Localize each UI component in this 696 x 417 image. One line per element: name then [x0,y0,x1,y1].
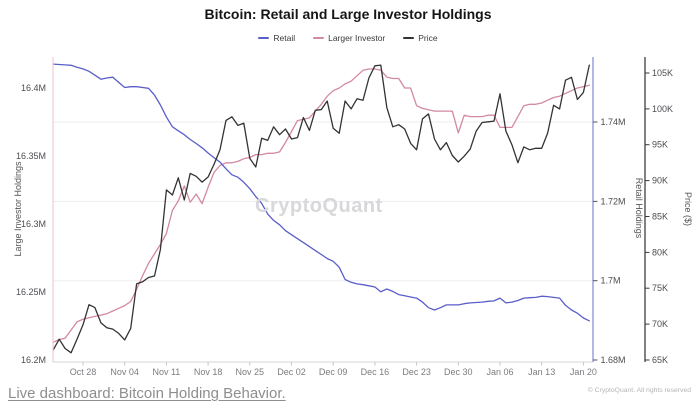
x-axis-tick-label: Dec 16 [361,367,390,377]
watermark: CryptoQuant [255,195,383,217]
x-axis-tick-label: Jan 06 [486,367,513,377]
retail-line [52,63,590,322]
x-axis-tick-label: Dec 30 [444,367,473,377]
legend: Retail Larger Investor Price [0,33,696,43]
legend-label-larger-investor: Larger Investor [328,33,386,43]
left-axis-tick-label: 16.3M [21,219,46,229]
retail-axis-tick-label: 1.68M [601,355,626,365]
price-axis-tick-label: 100K [652,104,673,114]
axis-layer: 16.2M 16.25M 16.3M 16.35M 16.4M 1.68M 1.7M 1.72… [16,57,673,377]
legend-item-price[interactable]: Price [403,33,438,43]
legend-swatch-retail [258,37,270,39]
left-axis-tick-label: 16.25M [16,287,46,297]
x-axis-tick-label: Jan 20 [570,367,597,377]
left-axis-title: Large Investor Holdings [13,161,23,257]
larger-investor-line [52,68,590,343]
legend-swatch-price [403,37,415,39]
price-axis-tick-label: 85K [652,212,668,222]
chart-title: Bitcoin: Retail and Large Investor Holdi… [204,6,492,22]
grid-layer [53,121,593,282]
copyright-text: © CryptoQuant. All rights reserved [587,387,691,394]
x-axis-tick-label: Nov 25 [236,367,265,377]
legend-swatch-larger-investor [313,37,325,39]
price-axis-title: Price ($) [683,192,693,226]
legend-label-price: Price [418,33,438,43]
x-axis-tick-label: Dec 09 [319,367,348,377]
x-axis-tick-label: Dec 23 [402,367,431,377]
left-axis-tick-label: 16.4M [21,83,46,93]
price-axis-tick-label: 70K [652,319,668,329]
x-axis-tick-label: Nov 04 [110,367,139,377]
x-axis-tick-label: Nov 18 [194,367,223,377]
chart-canvas: 16.2M 16.25M 16.3M 16.35M 16.4M 1.68M 1.7M 1.72… [13,57,693,377]
legend-label-retail: Retail [273,33,296,43]
x-axis-tick-label: Dec 02 [277,367,306,377]
price-axis-tick-label: 65K [652,355,668,365]
price-line [52,64,590,354]
series-layer [52,63,590,354]
retail-axis-title: Retail Holdings [634,178,644,239]
retail-axis-tick-label: 1.7M [601,276,621,286]
left-axis-tick-label: 16.35M [16,151,46,161]
price-axis-tick-label: 105K [652,68,673,78]
retail-axis-tick-label: 1.72M [601,196,626,206]
x-axis-tick-label: Nov 11 [152,367,180,377]
left-axis-tick-label: 16.2M [21,355,46,365]
live-dashboard-link[interactable]: Live dashboard: Bitcoin Holding Behavior… [8,385,286,402]
price-axis-tick-label: 75K [652,283,668,293]
x-axis-tick-label: Jan 13 [528,367,555,377]
price-axis-tick-label: 80K [652,247,668,257]
x-axis-tick-label: Oct 28 [70,367,97,377]
price-axis-tick-label: 90K [652,176,668,186]
legend-item-larger-investor[interactable]: Larger Investor [313,33,385,43]
price-axis-tick-label: 95K [652,140,668,150]
retail-axis-tick-label: 1.74M [601,117,626,127]
legend-item-retail[interactable]: Retail [258,33,295,43]
